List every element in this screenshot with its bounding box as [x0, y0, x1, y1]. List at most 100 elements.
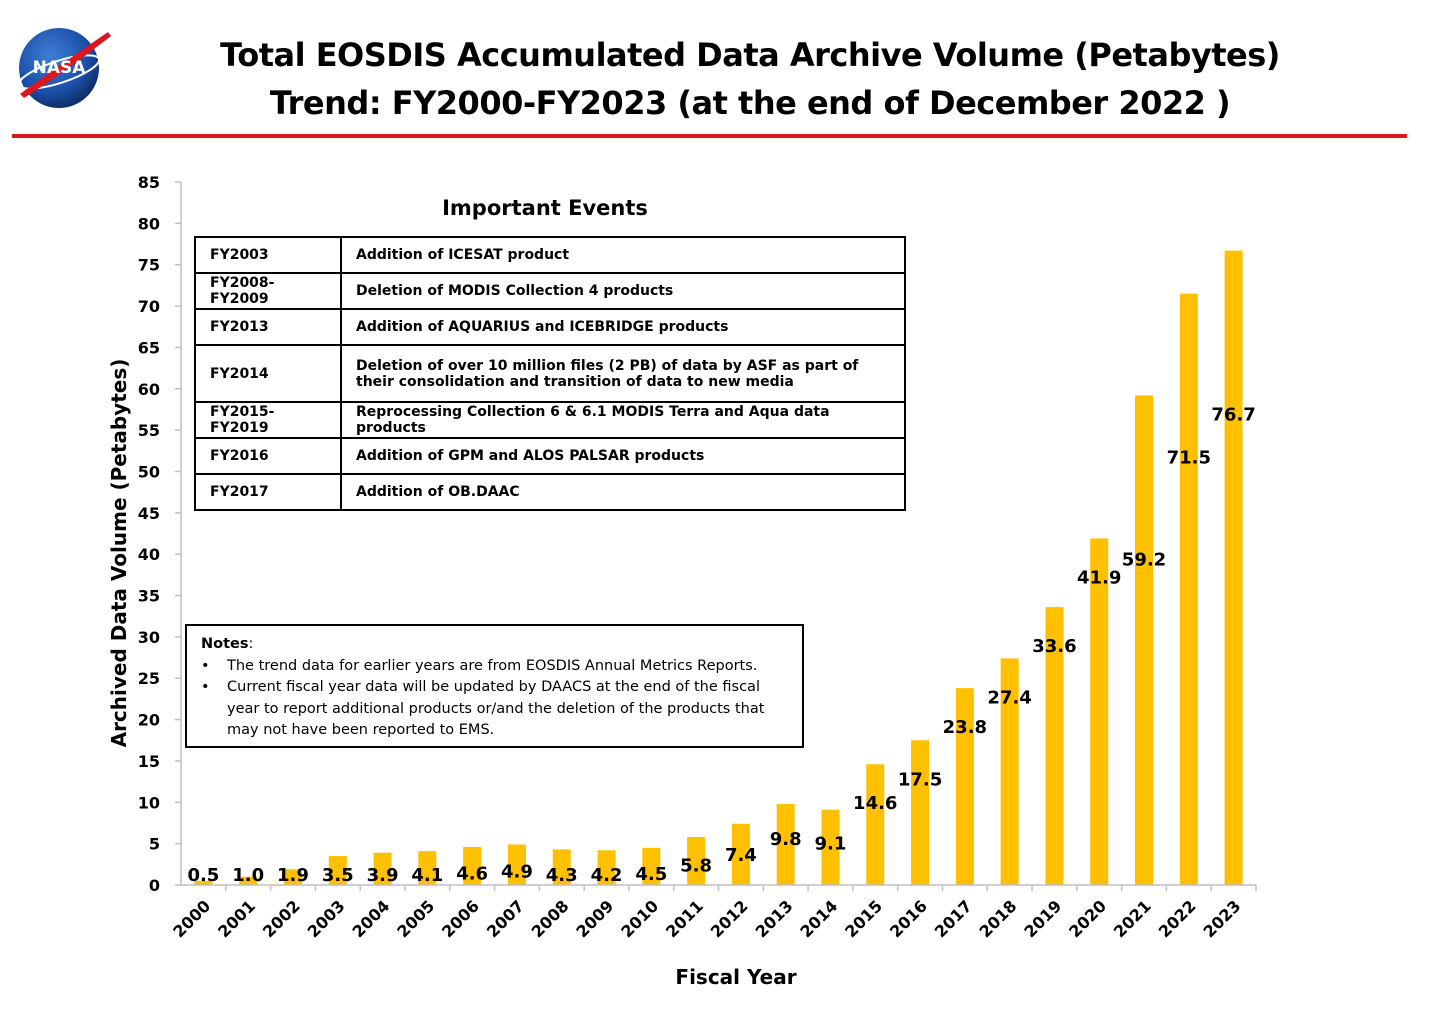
event-row: FY2015-FY2019 Reprocessing Collection 6 &…: [194, 401, 906, 439]
data-label: 14.6: [853, 793, 897, 814]
x-tick-label: 2015: [841, 896, 886, 941]
bar-2005: [418, 851, 437, 885]
bar-2000: [194, 880, 213, 885]
bar-2012: [731, 823, 750, 885]
bar-2002: [283, 869, 302, 885]
event-year: FY2015-FY2019: [194, 401, 342, 439]
chart-title-line1: Total EOSDIS Accumulated Data Archive Vo…: [220, 36, 1280, 74]
event-row: FY2013 Addition of AQUARIUS and ICEBRIDGE…: [194, 308, 906, 346]
x-tick-label: 2005: [393, 896, 438, 941]
notes-list: The trend data for earlier years are fro…: [201, 656, 788, 742]
y-tick-label: 15: [138, 752, 160, 771]
bar-2010: [642, 847, 661, 885]
y-tick-label: 5: [149, 835, 160, 854]
nasa-logo: NASA: [17, 28, 111, 108]
y-tick-label: 30: [138, 628, 160, 647]
y-tick-label: 70: [138, 297, 160, 316]
bar-2004: [373, 852, 392, 885]
x-axis-title: Fiscal Year: [675, 965, 796, 989]
data-label: 3.9: [367, 865, 399, 886]
y-tick-label: 10: [138, 793, 160, 812]
data-label: 4.1: [411, 865, 443, 886]
data-label: 76.7: [1211, 405, 1255, 426]
data-label: 7.4: [725, 845, 757, 866]
data-label: 17.5: [898, 769, 942, 790]
data-label: 9.1: [815, 834, 847, 855]
y-tick-label: 60: [138, 380, 160, 399]
y-tick-label: 75: [138, 256, 160, 275]
data-label: 4.9: [501, 861, 533, 882]
event-year: FY2016: [194, 437, 342, 475]
data-label: 1.9: [277, 865, 309, 886]
y-tick-label: 40: [138, 545, 160, 564]
bar-2016: [911, 740, 930, 885]
y-axis: 0 5 10 15 20 25 30 35 40 45 50 55 60 65 70 75 80 85: [138, 173, 182, 895]
y-tick-label: 55: [138, 421, 160, 440]
y-tick-label: 65: [138, 338, 160, 357]
x-tick-label: 2023: [1200, 896, 1245, 941]
bar-2006: [463, 846, 482, 885]
logo-vector: [20, 32, 111, 98]
bar-2009: [597, 850, 616, 885]
y-tick-label: 35: [138, 587, 160, 606]
logo-orbit: [17, 54, 101, 90]
x-tick-label: 2010: [617, 896, 662, 941]
x-axis: 2000 2001 2002 2003 2004 2005 2006 2007 2008 2009…: [169, 884, 1257, 941]
events-title: Important Events: [442, 196, 648, 220]
event-year: FY2013: [194, 308, 342, 346]
chart-title-line2: Trend: FY2000-FY2023 (at the end of Dece…: [269, 84, 1231, 122]
bar-2013: [776, 803, 795, 885]
x-tick-label: 2019: [1020, 896, 1065, 941]
data-label: 27.4: [987, 687, 1031, 708]
x-tick-label: 2007: [483, 896, 528, 941]
data-label: 3.5: [322, 865, 354, 886]
note-item: Current fiscal year data will be updated…: [201, 677, 788, 742]
data-label: 0.5: [187, 865, 219, 886]
bar-2001: [239, 876, 258, 885]
bar-2022: [1179, 293, 1198, 885]
bar-2019: [1045, 607, 1064, 885]
x-tick-label: 2020: [1065, 896, 1110, 941]
bar-2020: [1090, 538, 1109, 885]
data-label: 4.6: [456, 863, 488, 884]
notes-header: Notes: [201, 636, 249, 652]
event-description: Addition of AQUARIUS and ICEBRIDGE produ…: [340, 308, 906, 346]
y-tick-label: 45: [138, 504, 160, 523]
data-labels: 0.5 1.0 1.9 3.5 3.9 4.1 4.6 4.9 4.3 4.2 4.5 5.8 7.4 9…: [187, 405, 1255, 886]
bar-2011: [687, 837, 706, 885]
x-tick-label: 2011: [662, 896, 707, 941]
x-tick-label: 2013: [752, 896, 797, 941]
data-label: 1.0: [232, 865, 264, 886]
x-tick-label: 2000: [169, 896, 214, 941]
event-year: FY2008-FY2009: [194, 272, 342, 310]
y-tick-label: 80: [138, 214, 160, 233]
data-label: 9.8: [770, 829, 802, 850]
y-tick-label: 50: [138, 462, 160, 481]
event-year: FY2017: [194, 473, 342, 511]
x-tick-label: 2018: [976, 896, 1021, 941]
x-tick-label: 2021: [1110, 896, 1155, 941]
x-tick-label: 2022: [1155, 896, 1200, 941]
x-tick-label: 2017: [931, 896, 976, 941]
x-tick-label: 2006: [438, 896, 483, 941]
logo-text: NASA: [33, 58, 87, 78]
event-description: Addition of ICESAT product: [340, 236, 906, 274]
y-tick-label: 20: [138, 711, 160, 730]
data-label: 59.2: [1122, 549, 1166, 570]
y-axis-title: Archived Data Volume (Petabytes): [107, 359, 131, 748]
note-item: The trend data for earlier years are fro…: [201, 656, 788, 678]
bar-2008: [552, 849, 571, 885]
event-row: FY2014 Deletion of over 10 million files …: [194, 344, 906, 403]
data-label: 4.5: [635, 864, 667, 885]
x-tick-label: 2002: [259, 896, 304, 941]
event-description: Addition of GPM and ALOS PALSAR products: [340, 437, 906, 475]
event-year: FY2003: [194, 236, 342, 274]
events-table: FY2003 Addition of ICESAT product FY2008-F…: [194, 236, 906, 511]
data-label: 23.8: [943, 717, 987, 738]
event-description: Addition of OB.DAAC: [340, 473, 906, 511]
event-description: Deletion of over 10 million files (2 PB)…: [340, 344, 906, 403]
bar-2017: [955, 688, 974, 885]
x-tick-label: 2003: [304, 896, 349, 941]
data-label: 33.6: [1032, 636, 1076, 657]
